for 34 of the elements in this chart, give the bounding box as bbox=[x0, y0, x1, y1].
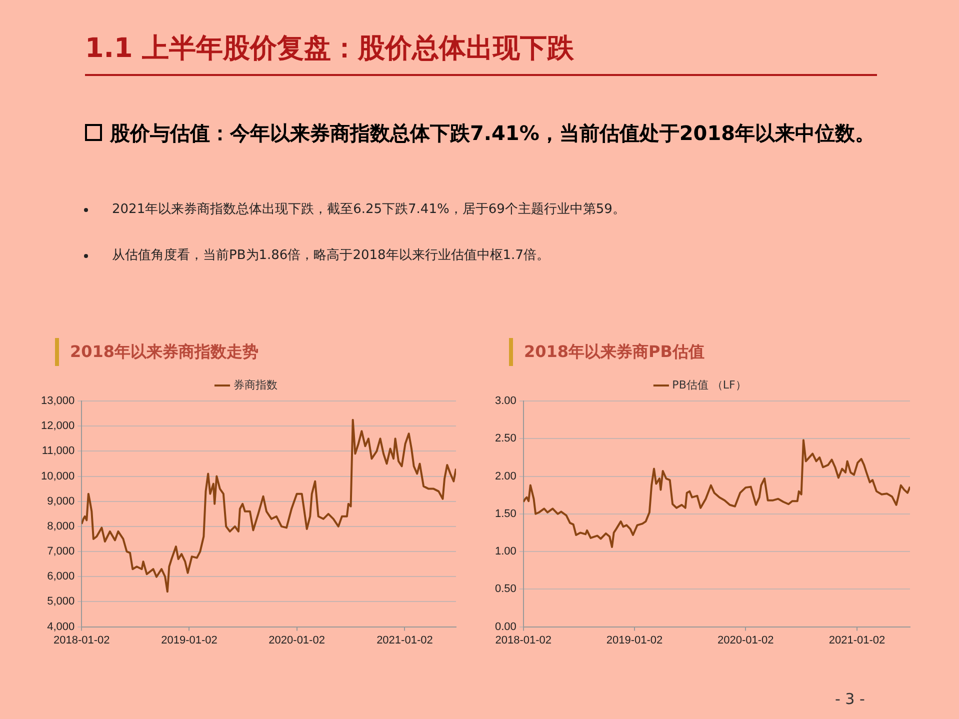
x-tick-label: 2020-01-02 bbox=[717, 634, 774, 646]
y-tick-label: 8,000 bbox=[47, 520, 75, 532]
text: - 3 - bbox=[835, 690, 865, 708]
y-tick-label: 6,000 bbox=[47, 570, 75, 583]
x-tick-label: 2018-01-02 bbox=[54, 634, 110, 646]
y-tick-label: 1.00 bbox=[494, 546, 516, 558]
y-tick-label: 7,000 bbox=[47, 546, 75, 558]
chart-title: 2018年以来券商指数走势 bbox=[69, 342, 259, 363]
text: 1.1 上半年股价复盘：股价总体出现下跌 bbox=[85, 32, 574, 66]
y-tick-label: 9,000 bbox=[47, 495, 75, 508]
legend-label: 券商指数 bbox=[233, 378, 278, 392]
y-tick-label: 12,000 bbox=[40, 420, 75, 432]
y-tick-label: 11,000 bbox=[42, 445, 75, 458]
x-tick-label: 2019-01-02 bbox=[161, 634, 218, 646]
y-tick-label: 13,000 bbox=[40, 395, 75, 408]
y-tick-label: 1.50 bbox=[494, 508, 516, 520]
text: 2021年以来券商指数总体出现下跌，截至6.25下跌7.41%，居于69个主题行业中第59。 bbox=[112, 201, 626, 218]
y-tick-label: 5,000 bbox=[47, 596, 75, 608]
y-tick-label: 4,000 bbox=[47, 620, 75, 633]
x-tick-label: 2019-01-02 bbox=[606, 634, 663, 646]
x-tick-label: 2021-01-02 bbox=[376, 634, 433, 646]
x-tick-label: 2021-01-02 bbox=[828, 634, 886, 646]
x-tick-label: 2020-01-02 bbox=[268, 634, 325, 646]
y-tick-label: 0.50 bbox=[494, 583, 516, 596]
y-tick-label: 0.00 bbox=[494, 620, 516, 633]
x-tick-label: 2018-01-02 bbox=[495, 634, 552, 646]
y-tick-label: 2.00 bbox=[494, 470, 516, 482]
text: 从估值角度看，当前PB为1.86倍，略高于2018年以来行业估值中枢1.7倍。 bbox=[112, 247, 550, 264]
text: 股价与估值：今年以来券商指数总体下跌7.41%，当前估值处于2018年以来中位数。 bbox=[110, 120, 876, 147]
legend-label: PB估值 （LF） bbox=[672, 378, 746, 392]
y-tick-label: 10,000 bbox=[40, 470, 75, 482]
chart-title: 2018年以来券商PB估值 bbox=[523, 342, 704, 363]
y-tick-label: 3.00 bbox=[494, 395, 516, 408]
y-tick-label: 2.50 bbox=[494, 432, 516, 445]
